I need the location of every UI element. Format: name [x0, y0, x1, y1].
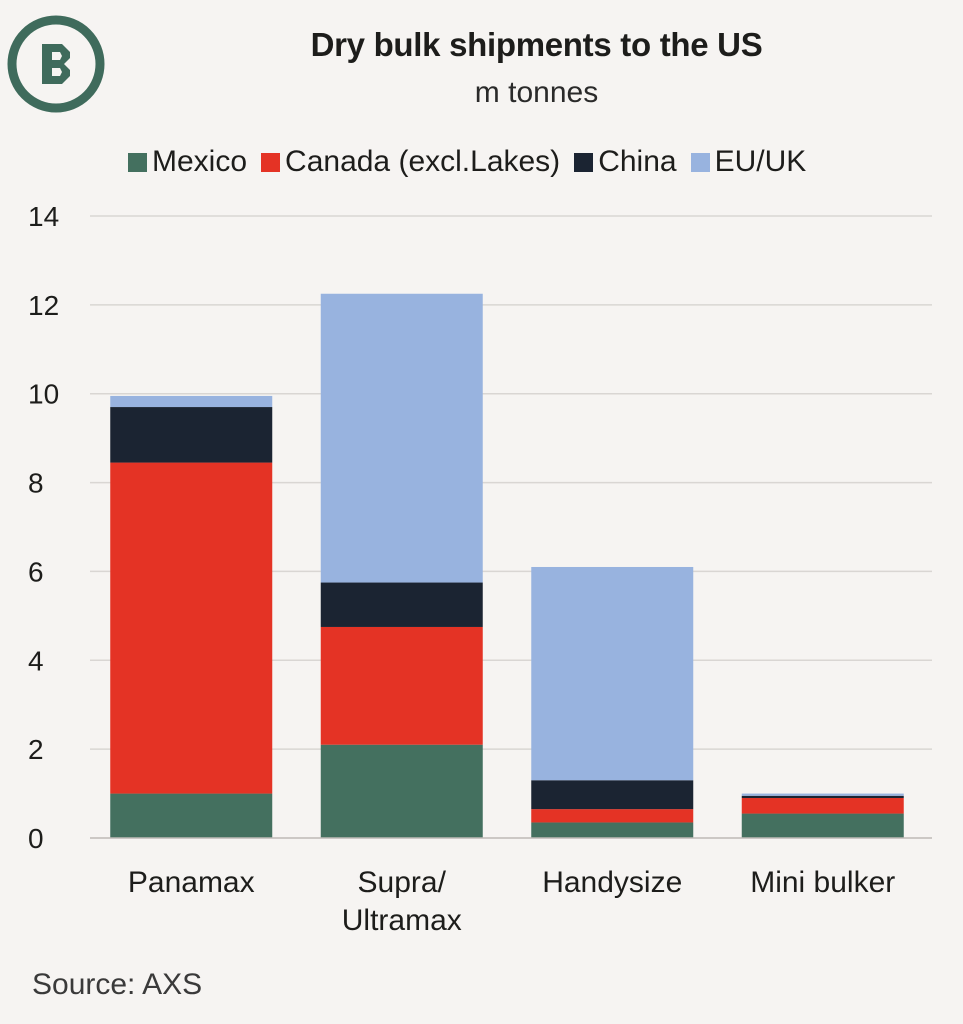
y-tick-label: 8: [28, 468, 44, 499]
legend-label: Canada (excl.Lakes): [285, 145, 561, 178]
x-tick-label: Mini bulker: [750, 866, 895, 899]
legend-item: China: [574, 145, 677, 179]
bar-segment: [320, 293, 483, 583]
y-tick-label: 14: [28, 201, 59, 232]
b-circle-logo-icon: [7, 15, 105, 113]
y-tick-label: 12: [28, 290, 59, 321]
bar-segment: [741, 793, 904, 796]
legend-swatch: [128, 152, 147, 172]
y-tick-label: 2: [28, 734, 44, 765]
legend-item: EU/UK: [690, 145, 807, 179]
bar-segment: [110, 793, 273, 838]
x-tick-label: Panamax: [128, 866, 255, 899]
legend-swatch: [261, 152, 281, 172]
legend-item: Mexico: [128, 145, 247, 179]
y-tick-label: 6: [28, 556, 44, 587]
x-tick-label: Handysize: [542, 866, 682, 899]
source-note: Source: AXS: [32, 968, 203, 1001]
bar-segment: [320, 744, 483, 838]
bar-segment: [110, 462, 273, 794]
bar-segment: [531, 809, 694, 823]
bar-segment: [110, 395, 273, 408]
bar-segment: [741, 795, 904, 799]
bar-segment: [531, 780, 694, 810]
y-tick-label: 10: [28, 379, 59, 410]
stacked-bar-chart: 0 2 4 6 8 10 12 14 Panamax Supra/Ultramax Handysiz…: [28, 201, 932, 937]
legend-swatch: [690, 152, 710, 172]
bar-segment: [531, 822, 694, 838]
y-tick-label: 0: [28, 823, 44, 854]
legend-item: Canada (excl.Lakes): [261, 145, 560, 179]
bar-segment: [741, 798, 904, 814]
chart-legend: Mexico Canada (excl.Lakes) China EU/UK: [128, 142, 820, 182]
y-tick-label: 4: [28, 645, 44, 676]
legend-label: China: [598, 145, 677, 178]
bar-segment: [110, 407, 273, 463]
chart-title: Dry bulk shipments to the US: [310, 26, 763, 63]
x-tick-label: Supra/: [358, 866, 447, 899]
legend-swatch: [574, 152, 594, 172]
legend-label: Mexico: [152, 145, 248, 178]
legend-label: EU/UK: [714, 145, 807, 178]
bar-segment: [741, 813, 904, 838]
bar-segment: [531, 566, 694, 781]
bar-segment: [320, 582, 483, 627]
x-tick-label: Ultramax: [342, 904, 462, 937]
chart-subtitle: m tonnes: [474, 76, 599, 109]
bar-segment: [320, 626, 483, 745]
